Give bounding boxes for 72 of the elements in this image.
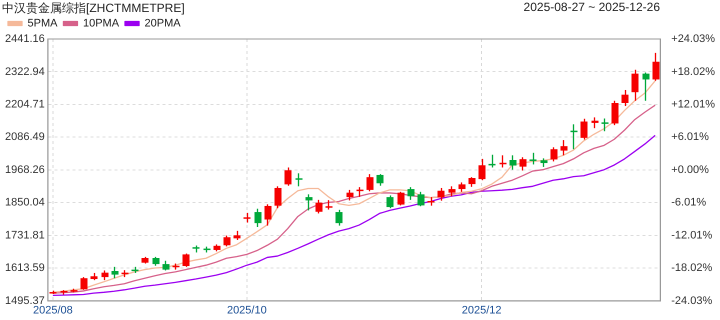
candlestick <box>162 260 170 272</box>
candlestick <box>316 199 322 214</box>
candlestick <box>418 191 424 207</box>
candlestick <box>80 276 88 290</box>
candlestick <box>488 154 496 168</box>
y2-tick-label: +18.02% <box>671 66 716 78</box>
candlestick <box>254 208 262 228</box>
candlestick <box>306 194 312 212</box>
candlestick <box>560 139 568 156</box>
candlestick <box>244 212 250 224</box>
y-tick-label: 1613.59 <box>4 262 45 274</box>
candlestick <box>602 118 608 132</box>
candlestick <box>376 173 384 186</box>
candlestick <box>592 116 598 129</box>
candlestick <box>274 186 282 209</box>
candlestick <box>408 186 414 201</box>
x-tick-label: 2025/10 <box>226 304 267 316</box>
candlestick <box>438 187 444 202</box>
candlestick <box>510 154 516 170</box>
legend-label: 5PMA <box>28 18 58 30</box>
candlestick <box>612 100 618 126</box>
y-tick-label: 2441.16 <box>4 33 45 46</box>
candlestick <box>234 230 240 241</box>
candlestick <box>520 156 526 172</box>
legend-label: 20PMA <box>144 18 182 30</box>
y-tick-label: 1850.04 <box>4 196 45 209</box>
y2-tick-label: -6.01% <box>671 196 706 209</box>
candlestick <box>570 124 578 150</box>
candlestick <box>102 270 108 281</box>
y2-tick-label: +0.00% <box>671 164 710 176</box>
y2-tick-label: +24.03% <box>671 33 716 46</box>
candlestick <box>632 69 638 102</box>
y2-tick-label: +12.01% <box>671 98 716 111</box>
candlestick <box>580 118 588 140</box>
chart-title: 中汉贵金属综指[ZHCTMMETPRE] <box>2 0 185 17</box>
candlestick <box>622 89 628 107</box>
y-tick-label: 1731.81 <box>4 229 45 242</box>
legend-label: 10PMA <box>82 18 120 30</box>
candlestick <box>336 209 342 226</box>
y2-tick-label: -18.02% <box>671 262 712 274</box>
x-tick-label: 2025/08 <box>32 304 73 316</box>
y-tick-label: 1495.37 <box>4 294 45 307</box>
candlestick <box>458 182 466 192</box>
y-tick-label: 2204.71 <box>4 98 45 110</box>
x-tick-label: 2025/12 <box>462 304 502 316</box>
candlestick <box>264 204 272 226</box>
y-tick-label: 2086.49 <box>4 131 45 144</box>
candlestick <box>468 176 476 188</box>
candlestick <box>112 266 118 279</box>
candlestick <box>366 173 374 192</box>
y2-tick-label: -12.01% <box>671 229 712 242</box>
y-tick-label: 2322.94 <box>4 66 45 78</box>
candlestick <box>284 166 292 186</box>
y2-tick-label: +6.01% <box>671 131 710 144</box>
chart-subtitle: 2025-08-27 ~ 2025-12-26 <box>524 0 660 14</box>
y-tick-label: 1968.26 <box>4 164 45 176</box>
candlestick <box>356 186 364 198</box>
candlestick <box>652 52 660 82</box>
candlestick <box>448 186 456 197</box>
candlestick <box>398 191 404 206</box>
candlestick <box>500 154 506 168</box>
candlestick <box>550 146 558 162</box>
candlestick <box>326 199 332 210</box>
candlestick <box>182 252 190 268</box>
candlestick <box>530 152 536 166</box>
candlestick <box>478 158 486 181</box>
candlestick <box>296 172 302 187</box>
candlestick <box>642 72 650 102</box>
y2-tick-label: -24.03% <box>671 294 712 307</box>
candlestick <box>224 234 230 248</box>
candlestick <box>346 189 354 202</box>
candlestick <box>386 194 394 209</box>
